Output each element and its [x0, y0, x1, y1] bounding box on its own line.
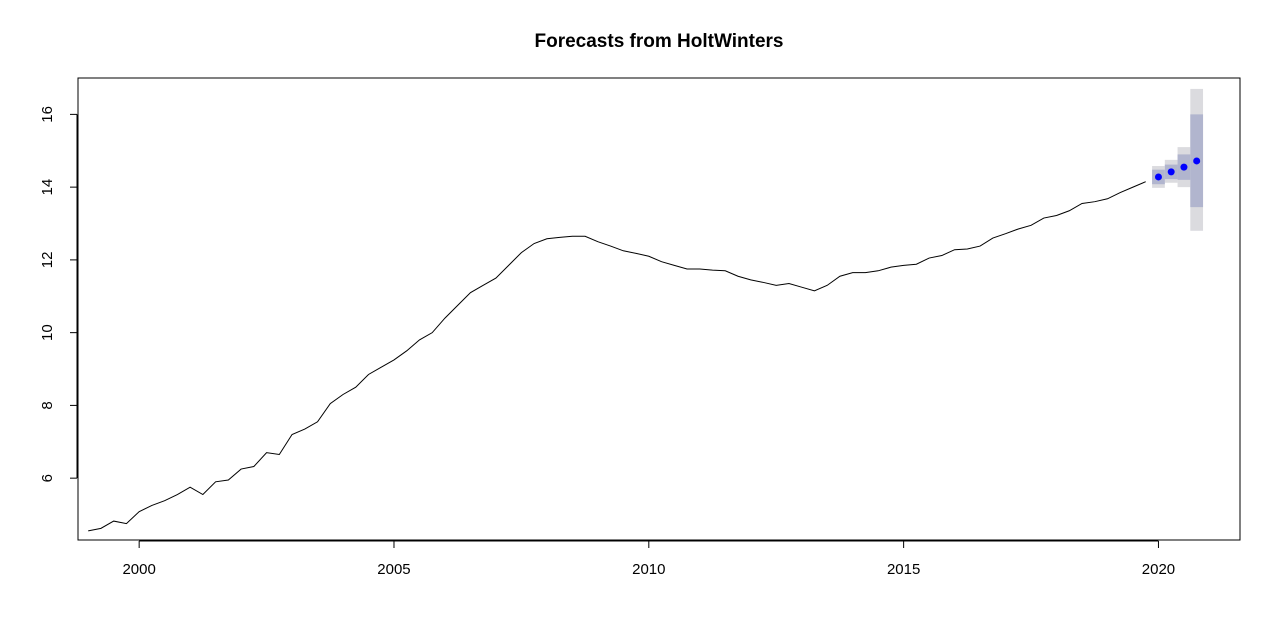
y-tick-label: 12	[39, 252, 56, 269]
y-tick-label: 6	[39, 474, 56, 482]
y-tick-label: 16	[39, 106, 56, 123]
x-tick-label: 2010	[632, 561, 665, 578]
forecast-point	[1180, 163, 1188, 171]
x-tick-label: 2015	[887, 561, 920, 578]
plot-frame	[77, 77, 1241, 541]
series-line	[88, 181, 1146, 532]
y-axis: 6 8 10 12 14 16	[39, 106, 78, 482]
y-tick-label: 8	[39, 401, 56, 409]
x-tick-label: 2020	[1142, 561, 1175, 578]
x-tick-label: 2005	[377, 561, 410, 578]
forecast-point	[1154, 173, 1162, 181]
x-axis: 2000 2005 2010 2015 2020	[122, 540, 1175, 578]
forecast-point	[1167, 168, 1175, 176]
x-tick-label: 2000	[122, 561, 155, 578]
forecast-point	[1193, 157, 1201, 165]
forecast-points	[1154, 157, 1201, 181]
y-tick-label: 14	[39, 179, 56, 196]
y-tick-label: 10	[39, 324, 56, 341]
chart-title: Forecasts from HoltWinters	[535, 31, 784, 52]
